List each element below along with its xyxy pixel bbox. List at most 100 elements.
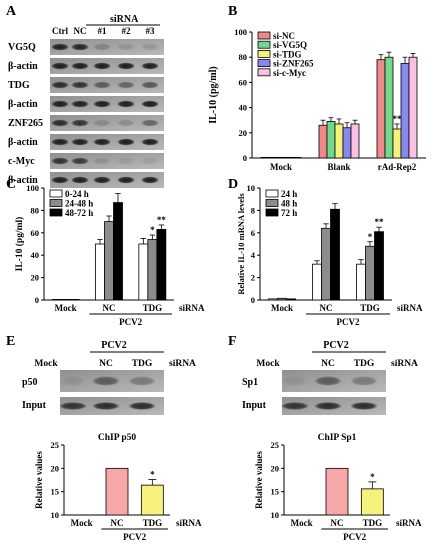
legend-swatch — [257, 40, 271, 49]
lane-label: Mock — [34, 359, 58, 369]
y-tick-label: 15 — [271, 487, 280, 497]
bar — [156, 229, 167, 301]
legend-swatch — [49, 208, 63, 217]
chart-title: ChIP Sp1 — [318, 433, 357, 443]
blot-band — [141, 119, 159, 127]
sirna-label: siRNA — [179, 303, 205, 313]
blot-e-row-label: p50 — [22, 377, 38, 388]
group-label: PCV2 — [119, 317, 142, 327]
legend-swatch — [265, 199, 279, 207]
bar — [400, 63, 410, 159]
legend-swatch — [49, 199, 63, 207]
x-tick-label: Mock — [270, 162, 292, 172]
legend-label: 48 h — [281, 199, 297, 209]
legend-label: si-TDG — [273, 49, 302, 59]
x-tick-label: TDG — [360, 303, 380, 313]
y-tick-label: 10 — [271, 510, 280, 520]
y-tick-label: 20 — [271, 463, 280, 473]
blot-band — [93, 62, 111, 70]
lane-label: Mock — [256, 359, 280, 369]
group-label: PCV2 — [343, 532, 366, 542]
y-tick-label: 20 — [51, 463, 60, 473]
bar — [408, 56, 418, 159]
blot-band — [281, 402, 309, 410]
blot-row-label: β-actin — [8, 175, 38, 186]
blot-band — [350, 376, 378, 386]
blot-band — [117, 81, 135, 89]
blot-band — [51, 176, 69, 184]
significance-mark: * — [368, 232, 373, 242]
bar — [325, 467, 349, 516]
panel-letter: C — [6, 177, 16, 192]
y-axis-label: IL-10 (pg/ml) — [14, 217, 25, 272]
significance-mark: * — [150, 470, 155, 480]
chart-b: B 0 20 40 60 80 100 IL-10 (pg/ml) Mock Blank rAd-R… — [208, 4, 426, 172]
blot-band — [117, 62, 135, 70]
bar — [318, 124, 328, 159]
legend-label: si-NC — [273, 31, 295, 41]
sirna-label: siRNA — [391, 359, 418, 369]
blot-band — [93, 81, 111, 89]
blot-row-label: VG5Q — [8, 42, 36, 53]
chart-f: ChIP Sp1 10 15 20 25 Relative values Mock NC TDG… — [254, 433, 422, 542]
legend-swatch — [257, 68, 271, 77]
blot-band — [93, 138, 111, 146]
blot-band — [117, 138, 135, 146]
blot-row-label: β-actin — [8, 99, 38, 110]
blot-band — [51, 100, 69, 108]
lane-label: NC — [321, 359, 335, 369]
y-axis-label: Relative IL-10 mRNA levels — [236, 193, 246, 295]
legend-label: 0-24 h — [65, 189, 89, 199]
sirna-label: siRNA — [397, 303, 423, 313]
blot-f-row-label: Input — [242, 400, 267, 411]
blot-f: PCV2 Mock NC TDG siRNA — [256, 340, 418, 415]
significance-mark: * — [370, 472, 375, 482]
bar — [95, 243, 105, 301]
x-tick-label: Mock — [271, 303, 293, 313]
x-tick-label: rAd-Rep2 — [378, 162, 417, 172]
blot-band — [93, 176, 111, 184]
blot-row-label: c-Myc — [8, 156, 35, 167]
blot-band — [350, 402, 378, 410]
bar — [365, 245, 375, 301]
bar — [312, 263, 322, 301]
blot-band — [59, 402, 87, 410]
blot-f-row-label: Sp1 — [242, 377, 258, 388]
blot-band — [314, 402, 342, 410]
x-tick-label: TDG — [143, 303, 163, 313]
legend-swatch — [257, 59, 271, 67]
bar — [284, 156, 294, 159]
bar — [392, 128, 402, 159]
blot-row-label: TDG — [8, 80, 30, 91]
x-tick-label: NC — [103, 303, 116, 313]
panel-e: E PCV2 Mock NC TDG siRNA p50 Input ChIP p50 1… — [6, 334, 202, 542]
blot-band — [71, 119, 89, 127]
blot-band — [71, 176, 89, 184]
bar — [138, 243, 149, 301]
x-tick-label: Mock — [71, 518, 93, 528]
blot-band — [51, 138, 69, 146]
x-tick-label: NC — [331, 518, 344, 528]
legend-swatch — [265, 189, 279, 198]
blot-band — [141, 81, 159, 89]
bar — [350, 123, 360, 159]
blot-band — [128, 402, 156, 410]
bar — [374, 231, 384, 301]
blot-row-label: β-actin — [8, 61, 38, 72]
x-tick-label: NC — [320, 303, 333, 313]
legend-label: 24-48 h — [65, 199, 93, 209]
legend-label: 48-72 h — [65, 208, 93, 218]
blot-band — [141, 176, 159, 184]
panel-a: A siRNA Ctrl NC #1 #2 #3 VG5Q β-actin TD… — [6, 4, 164, 188]
bar — [268, 156, 278, 159]
bar — [342, 127, 352, 159]
y-tick-label: 4 — [251, 250, 256, 260]
blot-band — [283, 376, 307, 386]
y-tick-label: 0 — [243, 153, 247, 163]
bar — [60, 299, 71, 301]
significance-mark: ** — [393, 114, 403, 124]
panel-a-lane-label: #3 — [146, 26, 156, 36]
y-tick-label: 15 — [51, 487, 60, 497]
bar — [105, 467, 129, 516]
panel-letter: B — [228, 4, 237, 19]
